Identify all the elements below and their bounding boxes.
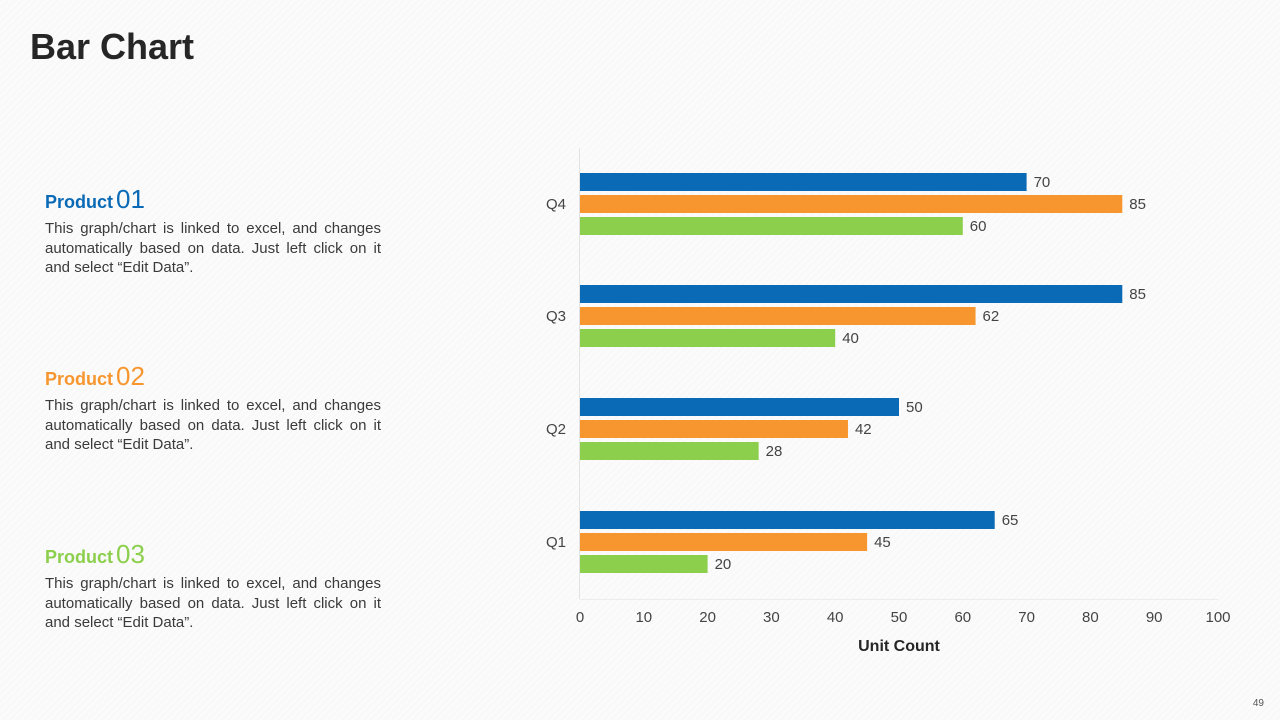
y-tick-label-q1: Q1	[546, 534, 566, 551]
bar-q3-product-02	[580, 307, 976, 325]
product-02-label: Product	[45, 369, 114, 389]
bar-q1-product-01	[580, 511, 995, 529]
x-tick-label-20: 20	[699, 609, 716, 626]
bar-q3-product-03	[580, 329, 836, 347]
product-03-heading: Product 03	[45, 541, 381, 567]
x-tick-label-80: 80	[1082, 609, 1099, 626]
x-tick-label-70: 70	[1018, 609, 1035, 626]
data-label-q4-product-02: 85	[1129, 196, 1146, 213]
x-tick-label-90: 90	[1146, 609, 1163, 626]
page-number: 49	[1252, 698, 1264, 709]
product-02-description: This graph/chart is linked to excel, and…	[45, 397, 381, 453]
x-tick-label-60: 60	[954, 609, 971, 626]
product-02-heading: Product 02	[45, 363, 381, 389]
x-tick-label-30: 30	[763, 609, 780, 626]
product-01-block: Product 01 This graph/chart is linked to …	[45, 186, 381, 278]
data-label-q4-product-03: 60	[970, 218, 987, 235]
data-label-q1-product-03: 20	[715, 556, 732, 573]
bar-q2-product-01	[580, 398, 899, 416]
product-03-block: Product 03 This graph/chart is linked to …	[45, 541, 381, 633]
product-01-description: This graph/chart is linked to excel, and…	[45, 220, 381, 276]
bar-q4-product-01	[580, 173, 1027, 191]
data-label-q1-product-01: 65	[1002, 512, 1019, 529]
data-label-q3-product-01: 85	[1129, 286, 1146, 303]
product-01-heading: Product 01	[45, 186, 381, 212]
bar-q1-product-03	[580, 555, 708, 573]
bar-q1-product-02	[580, 533, 868, 551]
y-tick-label-q4: Q4	[546, 196, 566, 213]
x-axis-label: Unit Count	[858, 638, 940, 655]
bar-q3-product-01	[580, 285, 1123, 303]
product-01-label: Product	[45, 192, 114, 212]
page-title: Bar Chart	[30, 26, 195, 67]
data-label-q3-product-03: 40	[842, 330, 859, 347]
product-02-number: 02	[116, 361, 145, 391]
data-label-q1-product-02: 45	[874, 534, 891, 551]
x-tick-label-10: 10	[635, 609, 652, 626]
product-01-number: 01	[116, 184, 145, 214]
data-label-q2-product-01: 50	[906, 399, 923, 416]
data-label-q3-product-02: 62	[983, 308, 1000, 325]
data-label-q2-product-02: 42	[855, 421, 872, 438]
product-02-block: Product 02 This graph/chart is linked to …	[45, 363, 381, 455]
x-tick-label-40: 40	[827, 609, 844, 626]
data-label-q4-product-01: 70	[1034, 174, 1051, 191]
x-tick-label-0: 0	[576, 609, 584, 626]
y-tick-label-q3: Q3	[546, 308, 566, 325]
product-03-label: Product	[45, 547, 114, 567]
bar-q2-product-03	[580, 442, 759, 460]
x-tick-label-100: 100	[1205, 609, 1230, 626]
product-03-description: This graph/chart is linked to excel, and…	[45, 575, 381, 631]
product-03-number: 03	[116, 539, 145, 569]
bar-q4-product-02	[580, 195, 1123, 213]
data-label-q2-product-03: 28	[766, 443, 783, 460]
bar-q2-product-02	[580, 420, 848, 438]
bar-q4-product-03	[580, 217, 963, 235]
x-tick-label-50: 50	[891, 609, 908, 626]
y-tick-label-q2: Q2	[546, 421, 566, 438]
